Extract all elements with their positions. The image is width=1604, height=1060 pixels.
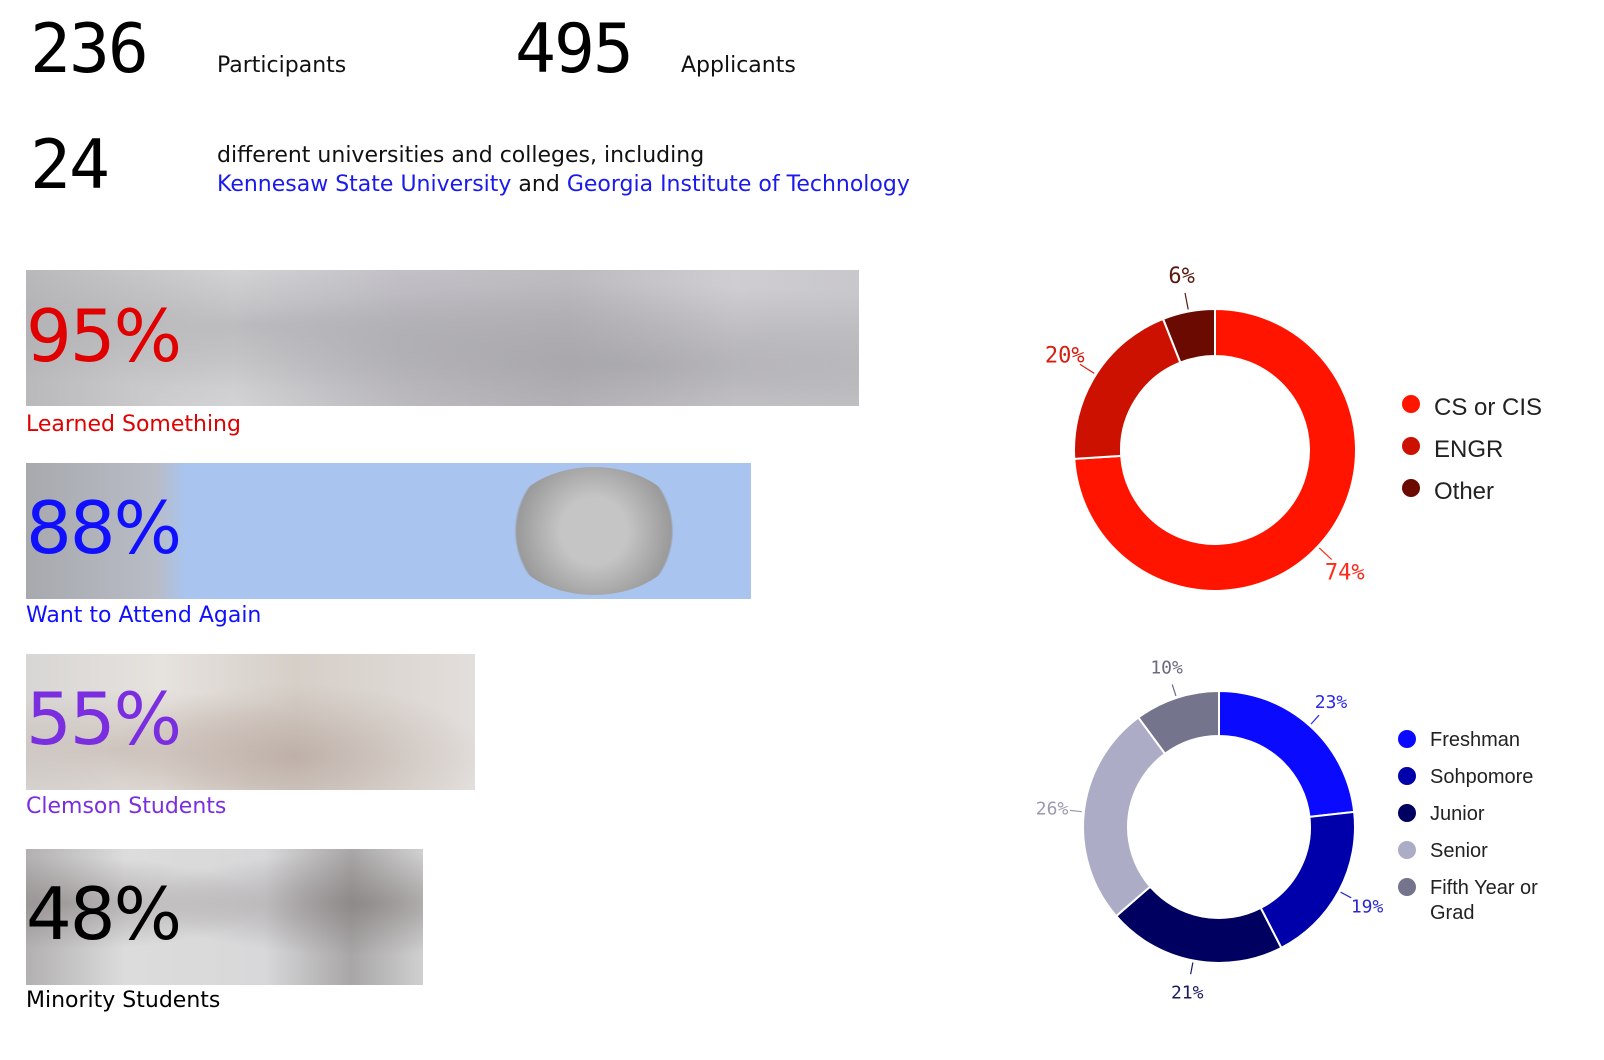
participants-label: Participants bbox=[217, 53, 347, 78]
legend-swatch bbox=[1398, 878, 1416, 896]
attend-again-bar bbox=[26, 463, 751, 599]
legend-label: Fifth Year or Grad bbox=[1430, 877, 1538, 924]
donut-slice-junior bbox=[1114, 885, 1283, 964]
universities-count: 24 bbox=[30, 126, 110, 205]
attend-again-percent: 88% bbox=[26, 486, 182, 570]
value-label: 21% bbox=[1171, 982, 1204, 1003]
winner-badge bbox=[504, 467, 684, 595]
universities-line1: different universities and colleges, inc… bbox=[217, 143, 705, 168]
value-label: 10% bbox=[1150, 658, 1183, 679]
donut-slice-sohpomore bbox=[1259, 810, 1356, 950]
value-label: 74% bbox=[1325, 561, 1365, 586]
legend-item: Senior bbox=[1398, 839, 1570, 876]
donut-slice-engr bbox=[1073, 317, 1182, 460]
donut-slice-other bbox=[1161, 307, 1216, 364]
value-leader-line bbox=[1318, 547, 1333, 560]
georgia-tech-link[interactable]: Georgia Institute of Technology bbox=[566, 171, 910, 197]
legend-label: CS or CIS bbox=[1434, 394, 1543, 421]
legend-swatch bbox=[1398, 730, 1416, 748]
legend-item: Freshman bbox=[1398, 728, 1570, 765]
legend-label: Other bbox=[1434, 478, 1495, 505]
legend-item: Fifth Year or Grad bbox=[1398, 876, 1570, 924]
major-legend: CS or CIS ENGR Other bbox=[1402, 393, 1542, 519]
legend-label: Freshman bbox=[1430, 729, 1521, 751]
kennesaw-link[interactable]: Kennesaw State University bbox=[217, 171, 512, 197]
value-label: 20% bbox=[1045, 343, 1085, 368]
legend-label: ENGR bbox=[1434, 436, 1504, 463]
minority-percent: 48% bbox=[26, 872, 182, 956]
applicants-label: Applicants bbox=[681, 53, 796, 78]
learned-percent: 95% bbox=[26, 294, 182, 378]
value-leader-line bbox=[1079, 363, 1095, 374]
value-leader-line bbox=[1190, 962, 1194, 975]
participants-count: 236 bbox=[30, 10, 149, 89]
attend-again-label: Want to Attend Again bbox=[26, 603, 262, 628]
legend-swatch bbox=[1402, 395, 1420, 413]
year-legend: Freshman Sohpomore Junior Senior Fifth Year … bbox=[1398, 728, 1570, 924]
universities-description: different universities and colleges, inc… bbox=[217, 142, 910, 199]
learned-bar bbox=[26, 270, 859, 406]
legend-swatch bbox=[1398, 804, 1416, 822]
legend-item: CS or CIS bbox=[1402, 393, 1542, 435]
value-leader-line bbox=[1069, 809, 1082, 813]
legend-label: Junior bbox=[1430, 803, 1485, 825]
clemson-bar bbox=[26, 654, 475, 790]
legend-swatch bbox=[1398, 767, 1416, 785]
value-leader-line bbox=[1310, 714, 1320, 725]
value-label: 23% bbox=[1315, 692, 1348, 713]
minority-label: Minority Students bbox=[26, 988, 221, 1013]
minority-bar bbox=[26, 849, 423, 985]
donut-slice-fifth-year-or-grad bbox=[1136, 689, 1220, 756]
legend-item: Junior bbox=[1398, 802, 1570, 839]
value-label: 19% bbox=[1351, 897, 1384, 918]
value-leader-line bbox=[1184, 292, 1189, 310]
universities-conj: and bbox=[518, 171, 560, 197]
legend-swatch bbox=[1398, 841, 1416, 859]
clemson-label: Clemson Students bbox=[26, 794, 227, 819]
learned-photo-overlay bbox=[26, 270, 859, 406]
learned-label: Learned Something bbox=[26, 412, 241, 437]
legend-label: Senior bbox=[1430, 840, 1488, 862]
legend-item: Sohpomore bbox=[1398, 765, 1570, 802]
minority-photo-overlay bbox=[26, 849, 423, 985]
donut-slice-cs-or-cis bbox=[1073, 307, 1357, 592]
value-label: 26% bbox=[1036, 799, 1069, 820]
universities-line2: Kennesaw State University and Georgia In… bbox=[217, 171, 910, 200]
applicants-count: 495 bbox=[515, 10, 634, 89]
donut-slice-senior bbox=[1082, 716, 1167, 918]
legend-swatch bbox=[1402, 437, 1420, 455]
value-leader-line bbox=[1340, 891, 1352, 899]
value-label: 6% bbox=[1168, 264, 1195, 289]
legend-item: Other bbox=[1402, 477, 1542, 519]
clemson-photo-overlay bbox=[26, 654, 475, 790]
legend-swatch bbox=[1402, 479, 1420, 497]
clemson-percent: 55% bbox=[26, 677, 182, 761]
value-leader-line bbox=[1171, 684, 1177, 697]
legend-item: ENGR bbox=[1402, 435, 1542, 477]
legend-label: Sohpomore bbox=[1430, 766, 1534, 788]
